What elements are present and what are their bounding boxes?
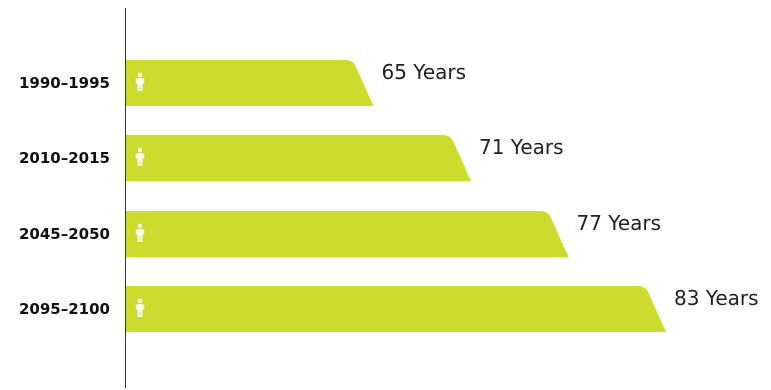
bar-row: 2045–2050 77 Years [19,211,661,257]
person-icon [135,223,145,242]
bar-row: 1990–1995 65 Years [19,60,466,106]
category-label: 1990–1995 [19,74,110,92]
value-label: 71 Years [479,135,564,159]
person-icon [135,298,145,317]
person-icon [135,147,145,166]
category-label: 2010–2015 [19,149,110,167]
bar-row: 2010–2015 71 Years [19,135,564,181]
category-label: 2045–2050 [19,225,110,243]
bar [126,135,471,181]
bar [126,286,666,332]
value-label: 65 Years [382,60,467,84]
person-icon [135,72,145,91]
bars-group: 1990–1995 65 Years 2010–2015 71 Years 2045–2… [19,60,759,332]
value-label: 83 Years [674,286,759,310]
value-label: 77 Years [577,211,662,235]
bar [126,60,374,106]
bar-row: 2095–2100 83 Years [19,286,759,332]
category-label: 2095–2100 [19,300,110,318]
bar [126,211,569,257]
